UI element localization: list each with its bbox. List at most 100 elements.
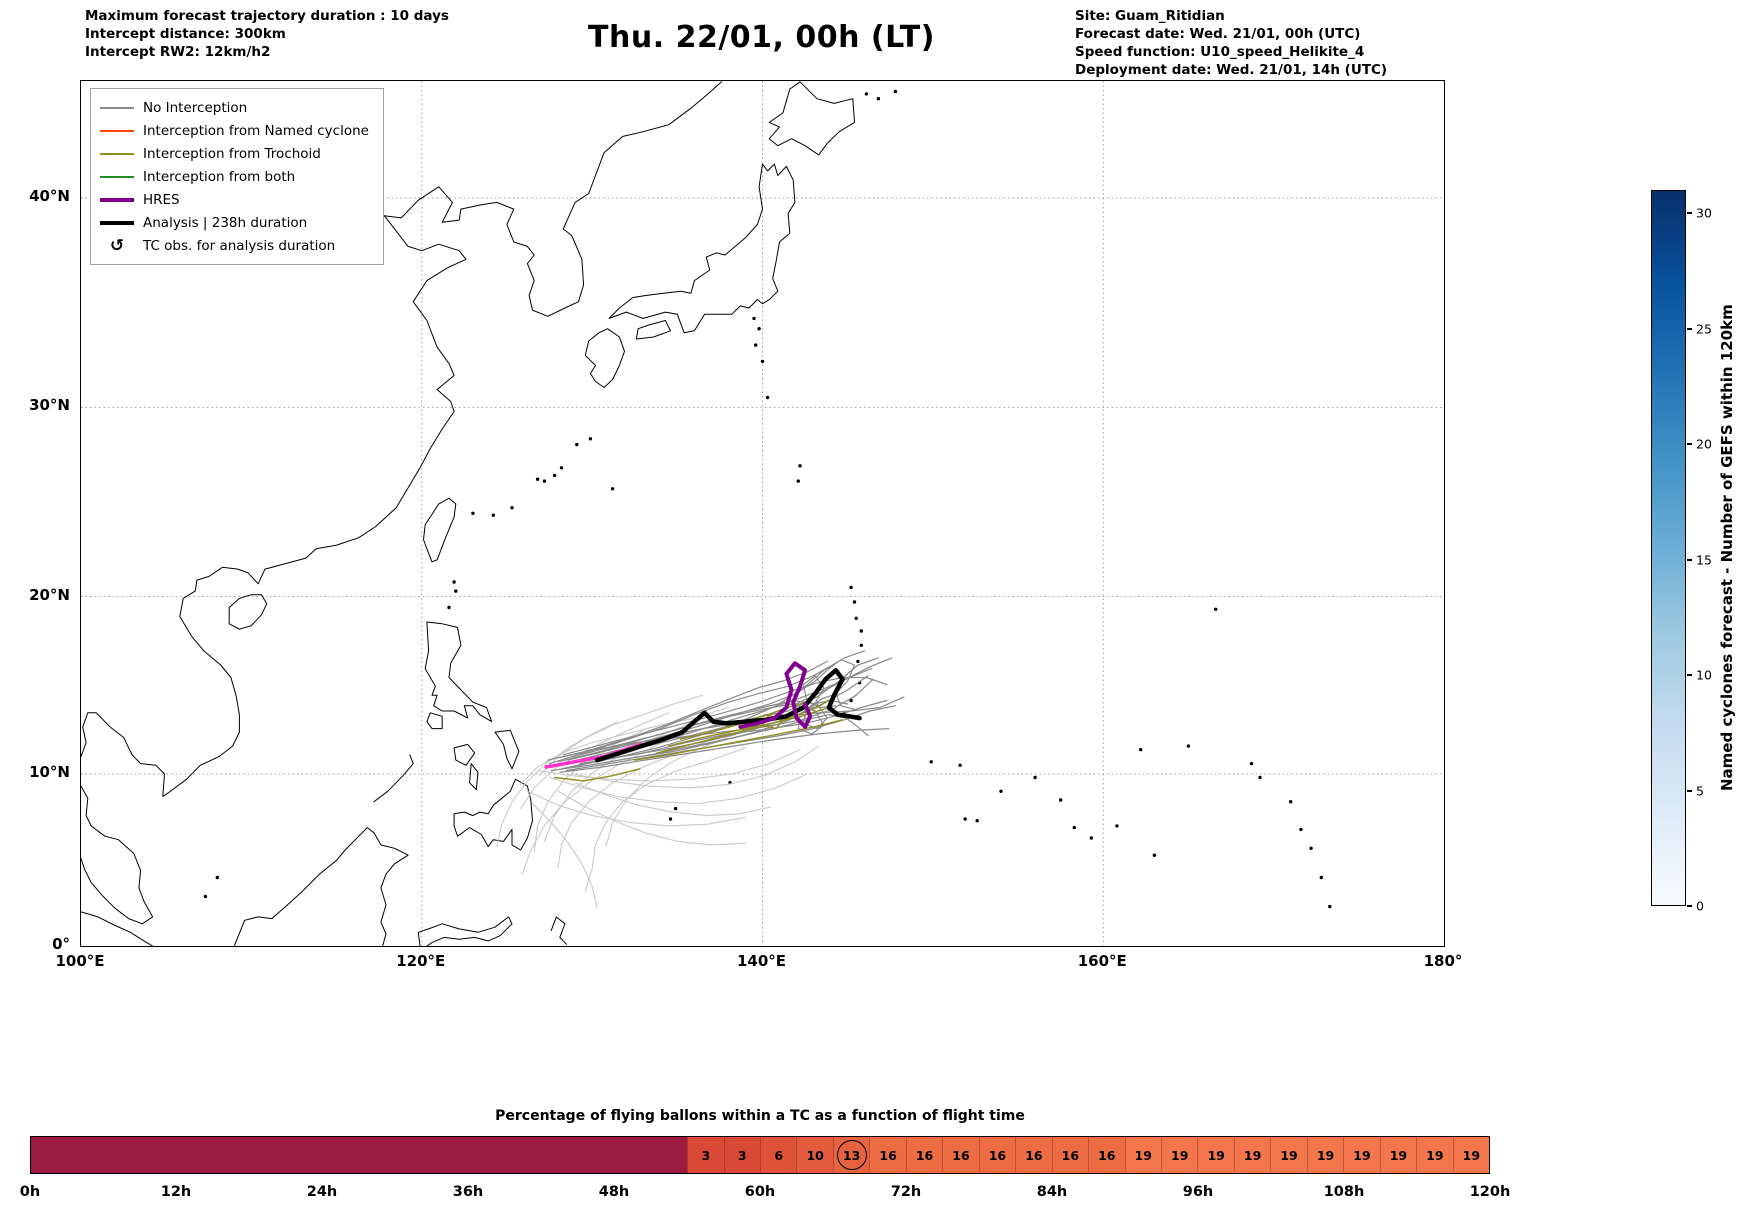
colorbar-tickmark [1687, 905, 1692, 907]
trajectory-faded [520, 706, 729, 785]
timeline-cell: 19 [1197, 1137, 1234, 1173]
timeline-solid-segment [31, 1137, 688, 1173]
trajectory-faded [538, 694, 704, 777]
legend-label: Interception from Trochoid [143, 145, 321, 162]
trajectory-no-interception [572, 699, 849, 758]
timeline-cell-value: 19 [1462, 1147, 1481, 1163]
timeline-cell: 19 [1124, 1137, 1161, 1173]
timeline-cell: 19 [1379, 1137, 1417, 1173]
page-title: Thu. 22/01, 00h (LT) [588, 20, 935, 55]
timeline-cell-value: 3 [737, 1147, 747, 1163]
legend-item: Interception from Trochoid [100, 142, 369, 165]
timeline-cell-value: 19 [1134, 1147, 1152, 1163]
legend-item: Analysis | 238h duration [100, 211, 369, 234]
forecast-date-text: Forecast date: Wed. 21/01, 00h (UTC) [1075, 26, 1361, 42]
colorbar-tickmark [1687, 789, 1692, 792]
x-tick-label: 180° [1423, 952, 1463, 970]
legend-line-swatch [100, 220, 134, 225]
legend-label: TC obs. for analysis duration [143, 237, 336, 254]
trajectory-faded [572, 745, 820, 789]
forecast-settings-block: Maximum forecast trajectory duration : 1… [85, 7, 449, 61]
legend-box: No Interception Interception from Named c… [90, 88, 384, 265]
timeline-cell-value: 19 [1353, 1147, 1371, 1163]
timeline-cell-value: 16 [915, 1147, 934, 1163]
timeline-title: Percentage of flying ballons within a TC… [495, 1108, 1025, 1124]
legend-line-swatch [100, 152, 134, 155]
timeline-cell: 16 [978, 1137, 1016, 1173]
timeline-cell-value: 19 [1389, 1147, 1408, 1163]
trajectory-no-interception [559, 728, 890, 773]
trajectory-trochoid [656, 694, 839, 754]
legend-item: Interception from Named cyclone [100, 119, 369, 142]
timeline-cell-value: 16 [1098, 1147, 1116, 1163]
colorbar-tick-label: 0 [1696, 898, 1704, 914]
trajectory-faded [496, 721, 619, 848]
gridlines [81, 81, 1444, 946]
timeline-tick-label: 96h [1182, 1184, 1214, 1200]
colorbar-label: Named cyclones forecast - Number of GEFS… [1718, 304, 1736, 792]
legend-item: ↺ TC obs. for analysis duration [100, 234, 369, 257]
timeline-cell: 13 [832, 1137, 870, 1173]
legend-line-swatch [100, 197, 134, 202]
timeline-cell-value: 16 [952, 1147, 970, 1163]
colorbar-tick-label: 5 [1696, 783, 1704, 799]
timeline-cell: 19 [1452, 1137, 1489, 1173]
trajectory-faded [557, 790, 747, 846]
colorbar-tickmark [1687, 558, 1692, 561]
timeline-tick-label: 84h [1036, 1184, 1068, 1200]
timeline-cell-value: 3 [701, 1147, 711, 1163]
colorbar-tickmark [1687, 674, 1692, 677]
intercept-distance-text: Intercept distance: 300km [85, 26, 286, 42]
trajectory-faded [537, 749, 801, 782]
current-time-circle [836, 1140, 867, 1170]
coastlines [81, 81, 1332, 946]
trajectory-no-interception [547, 660, 828, 761]
trajectory-no-interception [608, 714, 869, 763]
timeline-cell: 19 [1306, 1137, 1344, 1173]
y-tick-label: 20°N [29, 585, 70, 604]
timeline-cell-value: 10 [806, 1147, 824, 1163]
timeline-tick-label: 12h [160, 1184, 192, 1200]
timeline-cell: 19 [1416, 1137, 1453, 1173]
timeline-cell-value: 19 [1207, 1147, 1225, 1163]
colorbar-tick-label: 30 [1696, 205, 1712, 221]
timeline-cell-value: 19 [1243, 1147, 1262, 1163]
trajectories [496, 650, 905, 909]
map-plot-area [80, 80, 1445, 947]
colorbar-tick-label: 20 [1696, 436, 1712, 452]
timeline-cell-value: 16 [1025, 1147, 1043, 1163]
timeline-cell: 19 [1233, 1137, 1271, 1173]
legend-label: Analysis | 238h duration [143, 214, 308, 231]
trajectory-faded [574, 782, 772, 817]
timeline-cell: 19 [1343, 1137, 1380, 1173]
trajectory-faded [605, 724, 764, 848]
y-tick-label: 10°N [29, 762, 70, 781]
timeline-cell: 3 [687, 1137, 724, 1173]
timeline-cell: 3 [723, 1137, 760, 1173]
tc-obs-icon: ↺ [109, 235, 125, 256]
site-info-block: Site: Guam_Ritidian Forecast date: Wed. … [1075, 7, 1387, 79]
trajectory-trochoid [634, 719, 844, 761]
timeline-cell: 6 [760, 1137, 797, 1173]
timeline-tick-label: 72h [890, 1184, 922, 1200]
timeline-cell-value: 19 [1171, 1147, 1189, 1163]
timeline-cell-value: 16 [879, 1147, 897, 1163]
timeline-cell-value: 19 [1280, 1147, 1298, 1163]
trajectory-faded [548, 773, 808, 805]
trajectory-faded [543, 721, 695, 842]
timeline-cell: 19 [1270, 1137, 1307, 1173]
x-tick-label: 140°E [736, 952, 787, 970]
legend-line-swatch [100, 106, 134, 109]
timeline-tick-label: 60h [744, 1184, 776, 1200]
legend-label: Interception from Named cyclone [143, 122, 369, 139]
trajectory-map [81, 81, 1444, 946]
trajectory-trochoid [553, 768, 641, 782]
trajectory-faded [526, 790, 747, 827]
balloon-timeline-bar: 3 3 6 10 13 16 16 16 16 16 16 16 19 19 19 19 19 19 19 19 19 1… [30, 1136, 1490, 1174]
timeline-cell-value: 19 [1426, 1147, 1444, 1163]
x-tick-label: 100°E [55, 952, 105, 970]
trajectory-trochoid [680, 701, 808, 740]
trajectory-no-interception [579, 675, 869, 765]
timeline-cell: 16 [1051, 1137, 1089, 1173]
